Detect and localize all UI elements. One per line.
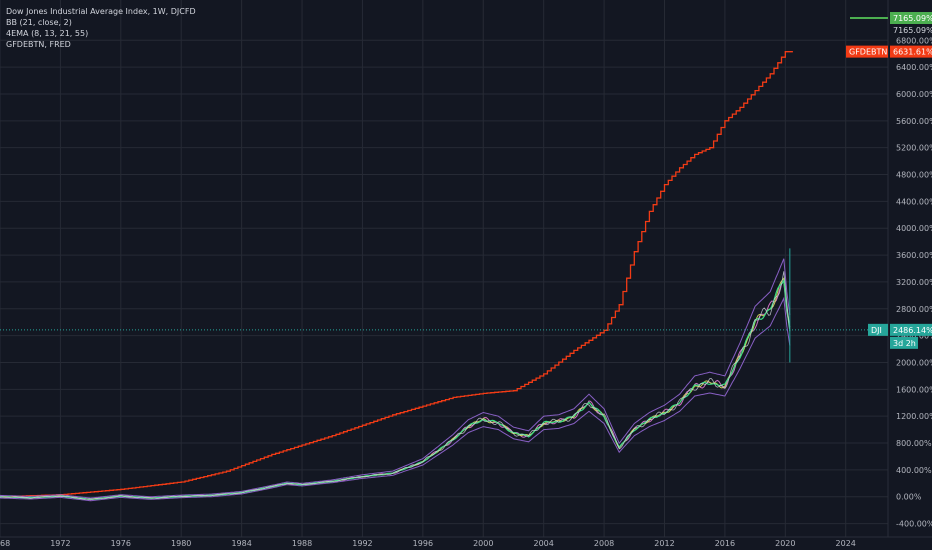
x-tick-label: 2012 [654,539,674,548]
y-tick-label: 5200.00% [896,144,932,153]
legend-ema[interactable]: 4EMA (8, 13, 21, 55) [6,29,89,38]
y-tick-label: 800.00% [896,439,932,448]
x-tick-label: 1968 [0,539,10,548]
x-tick-label: 1976 [111,539,131,548]
series-line-dji [0,271,791,500]
chart-legend: Dow Jones Industrial Average Index, 1W, … [6,6,196,50]
bb-upper-line [0,258,791,499]
y-tick-label: -400.00% [896,520,932,529]
y-tick-label: 2800.00% [896,305,932,314]
y-tick-label: 1200.00% [896,412,932,421]
x-tick-label: 2004 [533,539,553,548]
x-tick-label: 2000 [473,539,493,548]
dji-value-badge-bg [890,323,932,336]
y-tick-label: 2400.00% [896,332,932,341]
y-tick-label: 4000.00% [896,224,932,233]
y-tick-label: 4800.00% [896,171,932,180]
gfdebtn-name-badge-bg [846,45,888,58]
legend-bb[interactable]: BB (21, close, 2) [6,18,72,27]
legend-fred[interactable]: GFDEBTN, FRED [6,40,71,49]
x-tick-label: 1992 [352,539,372,548]
y-tick-label: 3600.00% [896,251,932,260]
dji-name-badge-bg [868,323,888,336]
top-value-badge-bg [890,12,932,24]
y-tick-label: 6800.00% [896,36,932,45]
y-tick-label: 2000.00% [896,358,932,367]
x-tick-label: 2008 [594,539,614,548]
dji-value-badge: 2486.14% [893,326,932,335]
y-tick-label: 3200.00% [896,278,932,287]
countdown-badge: 3d 2h [893,339,916,348]
y-tick-label: 6000.00% [896,90,932,99]
gfdebtn-value-badge: 6631.61% [893,48,932,57]
gfdebtn-name-badge: GFDEBTN [849,48,887,57]
y-tick-label: 5600.00% [896,117,932,126]
top-value-badge: 7165.09% [893,14,932,23]
x-tick-label: 2016 [715,539,735,548]
y-tick-label: 0.00% [896,493,922,502]
x-tick-label: 2024 [836,539,856,548]
x-tick-label: 1988 [292,539,312,548]
gfdebtn-value-badge-bg [890,45,932,58]
badge-layer: 7165.09% 7165.09% GFDEBTN 6631.61% DJI 2486.1… [846,12,932,349]
x-tick-label: 1996 [413,539,433,548]
bb-lower-line [0,296,791,502]
x-tick-label: 1972 [50,539,70,548]
x-tick-label: 1984 [231,539,251,548]
x-tick-label: 2020 [775,539,795,548]
y-tick-label: 6400.00% [896,63,932,72]
legend-title[interactable]: Dow Jones Industrial Average Index, 1W, … [6,7,196,16]
countdown-badge-bg [890,336,918,349]
y-tick-label: 400.00% [896,466,932,475]
dji-name-badge: DJI [871,326,882,335]
y-tick-label: 4400.00% [896,197,932,206]
top-value-label: 7165.09% [893,26,932,35]
series-line-gfdebtn [0,51,793,498]
y-tick-label: 1600.00% [896,385,932,394]
x-tick-label: 1980 [171,539,191,548]
series-layer [0,51,888,502]
